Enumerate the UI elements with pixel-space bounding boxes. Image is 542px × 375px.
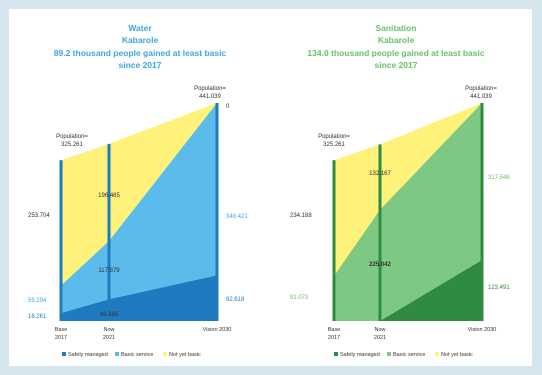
water-bar-base <box>59 160 63 321</box>
water-label-base-not-basic: 253.704 <box>28 213 50 219</box>
sanitation-x-label-vision: Vision 2030 <box>468 327 497 333</box>
sanitation-label-vision-basic: 317.548 <box>488 175 510 181</box>
water-legend-swatch-safely <box>62 352 66 356</box>
water-label-vision-not-basic: 0 <box>226 104 230 110</box>
water-pop-base-value: 325.261 <box>61 142 83 148</box>
water-label-now-safely: 43.885 <box>100 312 119 318</box>
water-label-vision-basic: 348.421 <box>226 214 248 220</box>
sanitation-chart: Sanitation Kabarole 134.0 thousand peopl… <box>290 23 510 358</box>
water-label-base-safely: 16.261 <box>28 314 47 320</box>
sanitation-area-safely-managed <box>334 260 482 321</box>
water-x-label-base: Base <box>55 327 68 333</box>
sanitation-label-base-basic: 91.073 <box>290 295 309 301</box>
sanitation-legend: Safely managed Basic service Not yet bas… <box>334 352 473 358</box>
water-area-basic-service <box>61 103 217 313</box>
sanitation-subtitle: Kabarole <box>378 35 415 45</box>
sanitation-pop-vision-value: 441.039 <box>470 94 492 100</box>
water-x-year-base: 2017 <box>55 335 67 341</box>
sanitation-legend-swatch-basic <box>387 352 391 356</box>
sanitation-x-label-now: Now <box>374 327 385 333</box>
sanitation-pop-base-value: 325.261 <box>323 142 345 148</box>
sanitation-headline-line1: 134.0 thousand people gained at least ba… <box>307 48 484 58</box>
sanitation-bar-now <box>378 144 382 321</box>
water-pop-base-label: Population= <box>56 134 88 140</box>
sanitation-x-label-base: Base <box>328 327 341 333</box>
water-legend-basic: Basic service <box>121 352 153 358</box>
sanitation-label-now-not-basic: 132.167 <box>369 171 391 177</box>
water-title: Water <box>128 23 152 33</box>
water-area-safely-managed <box>61 275 217 321</box>
sanitation-pop-vision-label: Population= <box>465 86 497 92</box>
water-legend-swatch-not-basic <box>163 352 167 356</box>
sanitation-legend-not-basic: Not yet basic <box>441 352 473 358</box>
sanitation-area-basic-service <box>334 103 482 321</box>
sanitation-legend-swatch-not-basic <box>435 352 439 356</box>
sanitation-legend-safely: Safely managed <box>340 352 380 358</box>
water-legend-swatch-basic <box>115 352 119 356</box>
water-x-label-now: Now <box>103 327 114 333</box>
sanitation-legend-basic: Basic service <box>393 352 425 358</box>
water-headline-line1: 89.2 thousand people gained at least bas… <box>54 48 227 58</box>
sanitation-x-year-base: 2017 <box>328 335 340 341</box>
water-pop-vision-value: 441.039 <box>199 94 221 100</box>
sanitation-headline-line2: since 2017 <box>374 60 417 70</box>
sanitation-x-year-now: 2021 <box>374 335 386 341</box>
water-bar-vision <box>215 103 219 321</box>
sanitation-label-now-basic: 225.042 <box>369 262 391 268</box>
water-legend-not-basic: Not yet basic <box>169 352 201 358</box>
water-bar-now <box>107 143 111 321</box>
sanitation-bar-vision <box>480 103 484 321</box>
sanitation-area-not-yet-basic <box>334 103 482 276</box>
water-legend: Safely managed Basic service Not yet bas… <box>62 352 201 358</box>
water-label-now-not-basic: 196.465 <box>98 193 120 199</box>
water-x-label-vision: Vision 2030 <box>203 327 232 333</box>
sanitation-pop-base-label: Population= <box>318 134 350 140</box>
water-x-year-now: 2021 <box>103 335 115 341</box>
sanitation-title: Sanitation <box>375 23 416 33</box>
water-headline-line2: since 2017 <box>118 60 161 70</box>
water-pop-vision-label: Population= <box>194 86 226 92</box>
water-subtitle: Kabarole <box>122 35 159 45</box>
water-area-not-yet-basic <box>61 103 217 286</box>
sanitation-legend-swatch-safely <box>334 352 338 356</box>
water-legend-safely: Safely managed <box>68 352 108 358</box>
water-label-now-basic: 117.879 <box>98 268 120 274</box>
sanitation-label-vision-safely: 123.491 <box>488 285 510 291</box>
water-label-base-basic: 55.294 <box>28 298 47 304</box>
sanitation-label-base-not-basic: 234.188 <box>290 213 312 219</box>
water-label-vision-safely: 92.618 <box>226 297 245 303</box>
water-chart: Water Kabarole 89.2 thousand people gain… <box>28 23 248 358</box>
sanitation-bar-base <box>332 160 336 321</box>
